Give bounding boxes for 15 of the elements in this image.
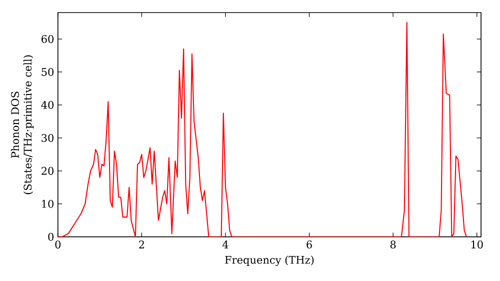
- x-axis-title: Frequency (THz): [225, 256, 314, 266]
- y-tick-label: 50: [42, 68, 54, 76]
- y-tick-label: 60: [42, 35, 54, 43]
- x-tick-label: 10: [471, 240, 483, 248]
- y-tick-label: 10: [42, 200, 54, 208]
- y-tick-label: 40: [41, 100, 54, 109]
- x-tick-label: 2: [139, 240, 144, 248]
- y-tick-label: 30: [42, 134, 54, 142]
- x-tick-label: 0: [55, 240, 61, 248]
- x-tick-label: 8: [390, 240, 396, 248]
- x-tick-label: 4: [222, 240, 228, 248]
- y-tick-label: 20: [42, 166, 54, 175]
- y-axis-title: Phonon DOS (States/THz·primitive cell): [10, 55, 34, 194]
- y-tick-label: 0: [48, 232, 54, 241]
- x-tick-label: 6: [306, 240, 312, 248]
